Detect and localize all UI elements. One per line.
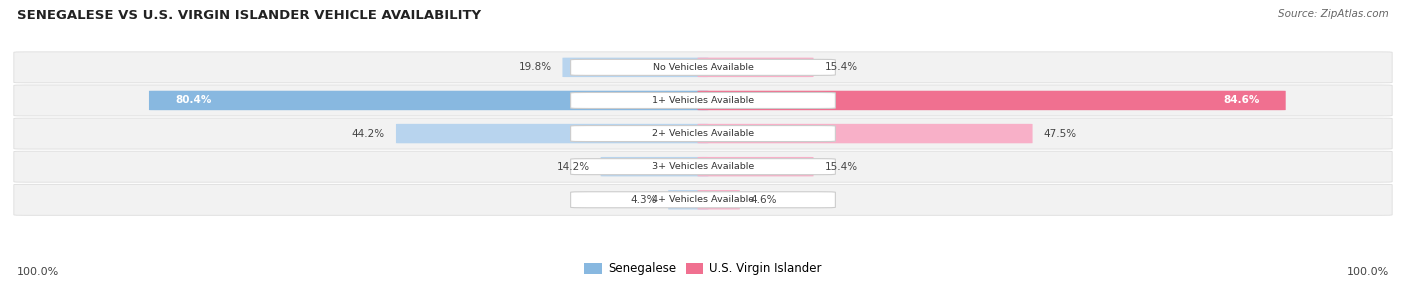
Legend: Senegalese, U.S. Virgin Islander: Senegalese, U.S. Virgin Islander: [579, 258, 827, 280]
Text: 15.4%: 15.4%: [824, 162, 858, 172]
Text: 4.6%: 4.6%: [751, 195, 778, 205]
FancyBboxPatch shape: [571, 126, 835, 142]
FancyBboxPatch shape: [149, 91, 709, 110]
Text: 15.4%: 15.4%: [824, 62, 858, 72]
FancyBboxPatch shape: [697, 124, 1032, 143]
FancyBboxPatch shape: [571, 92, 835, 108]
FancyBboxPatch shape: [668, 190, 709, 210]
Text: 2+ Vehicles Available: 2+ Vehicles Available: [652, 129, 754, 138]
FancyBboxPatch shape: [14, 52, 1392, 83]
FancyBboxPatch shape: [571, 159, 835, 175]
Text: 1+ Vehicles Available: 1+ Vehicles Available: [652, 96, 754, 105]
FancyBboxPatch shape: [14, 184, 1392, 215]
Text: 4+ Vehicles Available: 4+ Vehicles Available: [652, 195, 754, 204]
Text: 3+ Vehicles Available: 3+ Vehicles Available: [652, 162, 754, 171]
FancyBboxPatch shape: [396, 124, 709, 143]
Text: 19.8%: 19.8%: [519, 62, 551, 72]
FancyBboxPatch shape: [697, 58, 814, 77]
Text: 80.4%: 80.4%: [174, 96, 211, 106]
FancyBboxPatch shape: [571, 59, 835, 76]
FancyBboxPatch shape: [562, 58, 709, 77]
FancyBboxPatch shape: [14, 85, 1392, 116]
Text: 47.5%: 47.5%: [1043, 129, 1077, 138]
Text: 4.3%: 4.3%: [631, 195, 657, 205]
Text: Source: ZipAtlas.com: Source: ZipAtlas.com: [1278, 9, 1389, 19]
Text: 100.0%: 100.0%: [17, 267, 59, 277]
Text: 14.2%: 14.2%: [557, 162, 589, 172]
FancyBboxPatch shape: [697, 91, 1285, 110]
FancyBboxPatch shape: [571, 192, 835, 208]
FancyBboxPatch shape: [697, 190, 740, 210]
FancyBboxPatch shape: [697, 157, 814, 176]
FancyBboxPatch shape: [600, 157, 709, 176]
Text: 84.6%: 84.6%: [1223, 96, 1260, 106]
Text: 44.2%: 44.2%: [352, 129, 385, 138]
Text: 100.0%: 100.0%: [1347, 267, 1389, 277]
Text: SENEGALESE VS U.S. VIRGIN ISLANDER VEHICLE AVAILABILITY: SENEGALESE VS U.S. VIRGIN ISLANDER VEHIC…: [17, 9, 481, 21]
FancyBboxPatch shape: [14, 151, 1392, 182]
FancyBboxPatch shape: [14, 118, 1392, 149]
Text: No Vehicles Available: No Vehicles Available: [652, 63, 754, 72]
